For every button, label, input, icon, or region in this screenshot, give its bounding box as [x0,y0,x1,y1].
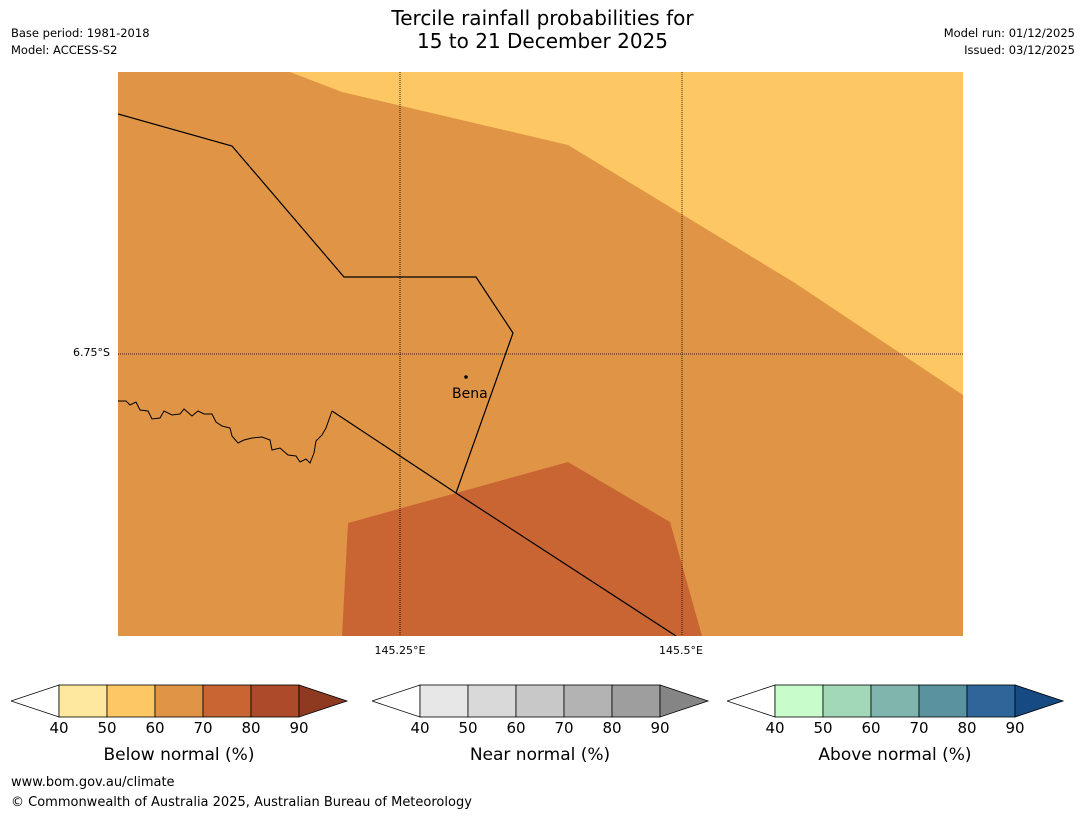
colorbar-tick-label: 40 [410,719,430,737]
footer-copyright: © Commonwealth of Australia 2025, Austra… [11,795,472,810]
colorbar-tick-label: 60 [861,719,881,737]
colorbar-bin [822,684,872,718]
colorbar-tick-label: 40 [49,719,69,737]
colorbar-tick-label: 80 [602,719,622,737]
issued-date: Issued: 03/12/2025 [964,43,1075,57]
meta-right: Model run: 01/12/2025 Issued: 03/12/2025 [944,25,1075,59]
footer-url: www.bom.gov.au/climate [11,775,175,790]
colorbar-title: Below normal (%) [103,745,255,765]
colorbar-tick-label: 70 [909,719,929,737]
colorbar-tick-label: 50 [458,719,478,737]
town-label: Bena [452,386,488,402]
town-marker [464,375,468,379]
colorbar-bin [918,684,968,718]
lon-label-2: 145.5°E [659,644,703,657]
colorbar-tick-label: 50 [813,719,833,737]
coastline [118,400,333,464]
colorbar-tick-label: 90 [650,719,670,737]
title-line-2: 15 to 21 December 2025 [416,29,668,53]
colorbar-bin [106,684,156,718]
colorbar-tick-label: 60 [145,719,165,737]
colorbar-bin [202,684,252,718]
colorbar-tick-label: 40 [765,719,785,737]
colorbar-tick-label: 80 [957,719,977,737]
colorbar-under-extension [372,684,421,718]
colorbar-over-extension [1014,684,1065,718]
province-boundary-south [331,410,677,636]
colorbar-graphic [727,684,1065,718]
colorbar-over-extension [298,684,349,718]
colorbar-under-extension [11,684,60,718]
colorbar-tick-label: 90 [289,719,309,737]
colorbar-bin [774,684,824,718]
colorbar-title: Above normal (%) [818,745,972,765]
colorbar-bin [58,684,108,718]
meta-left: Base period: 1981-2018 Model: ACCESS-S2 [11,25,150,59]
colorbar-under-extension [727,684,776,718]
colorbar-tick-label: 90 [1005,719,1025,737]
lat-label: 6.75°S [73,346,110,359]
colorbar-tick-label: 80 [241,719,261,737]
province-boundary [118,113,514,494]
colorbar-bin [250,684,300,718]
colorbar-bin [515,684,565,718]
colorbar-over-extension [659,684,710,718]
colorbar-bin [870,684,920,718]
colorbar-tick-label: 50 [97,719,117,737]
title-line-1: Tercile rainfall probabilities for [391,6,694,30]
colorbar-2: 40 50 60 70 80 90 Above normal (%) [727,684,1067,765]
colorbar-0: 40 50 60 70 80 90 Below normal (%) [11,684,351,765]
colorbar-bin [966,684,1016,718]
page-title: Tercile rainfall probabilities for 15 to… [0,7,1085,53]
colorbar-bin [563,684,613,718]
model-run: Model run: 01/12/2025 [943,26,1075,40]
colorbar-1: 40 50 60 70 80 90 Near normal (%) [372,684,712,765]
colorbar-tick-label: 70 [193,719,213,737]
base-period: Base period: 1981-2018 [11,26,150,40]
model-name: Model: ACCESS-S2 [11,43,118,57]
colorbar-tick-label: 60 [506,719,526,737]
region-below-70-80 [342,462,702,636]
colorbar-graphic [11,684,349,718]
colorbar-tick-label: 70 [554,719,574,737]
colorbar-bin [419,684,469,718]
lon-label-1: 145.25°E [374,644,426,657]
colorbar-bin [467,684,517,718]
colorbar-bin [154,684,204,718]
colorbar-title: Near normal (%) [469,745,611,765]
region-below-50-60 [290,72,963,395]
colorbar-bin [611,684,661,718]
colorbar-graphic [372,684,710,718]
